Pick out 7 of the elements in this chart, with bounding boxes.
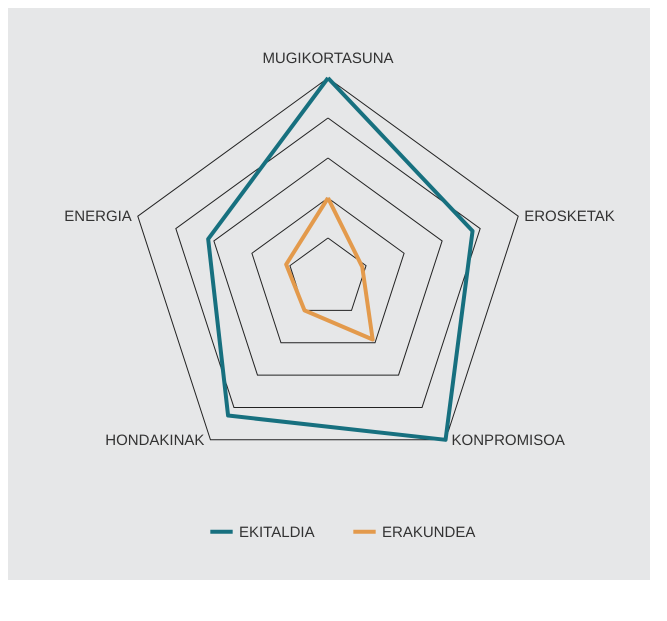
legend-label: ERAKUNDEA bbox=[382, 524, 476, 541]
legend-label: EKITALDIA bbox=[239, 524, 315, 541]
spoke-label: KONPROMISOA bbox=[452, 432, 565, 449]
spoke-label: MUGIKORTASUNA bbox=[262, 50, 394, 67]
spoke-label: HONDAKINAK bbox=[105, 432, 204, 449]
spoke-label: EROSKETAK bbox=[524, 208, 615, 226]
spoke-label: ENERGIA bbox=[64, 208, 132, 226]
